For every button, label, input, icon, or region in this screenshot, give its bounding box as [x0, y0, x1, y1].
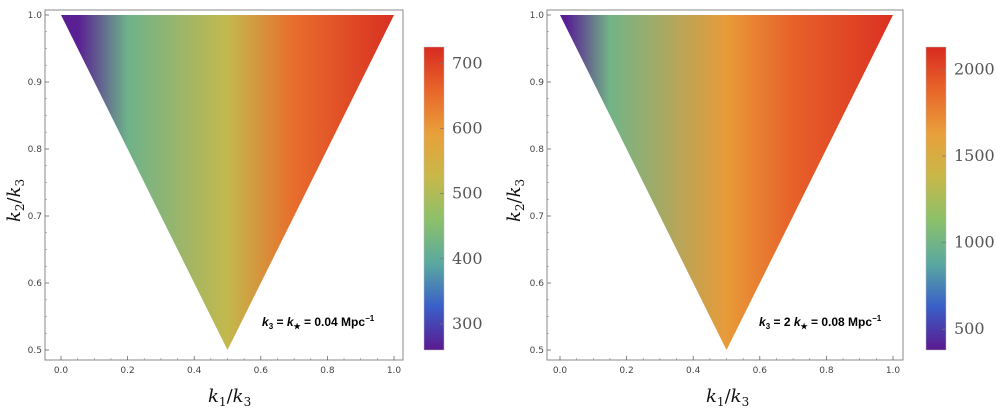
y-tick-label: 0.5 [28, 346, 42, 356]
y-ticks: 0.5 0.6 0.7 0.8 0.9 1.0 [530, 11, 551, 356]
heatmap-field [61, 15, 394, 350]
y-tick-label: 0.8 [530, 145, 545, 155]
colorbar-tick-label: 1000 [954, 233, 995, 252]
x-tick-label: 0.8 [819, 366, 834, 376]
x-ticks: 0.0 0.2 0.4 0.6 0.8 1.0 [553, 356, 901, 376]
heatmap-triangle [61, 15, 394, 350]
colorbar-ticks: 300 400 500 600 700 [440, 53, 483, 333]
y-ticks: 0.5 0.6 0.7 0.8 0.9 1.0 [28, 11, 49, 356]
y-tick-label: 0.8 [28, 145, 43, 155]
y-tick-label: 0.9 [28, 78, 43, 88]
y-tick-label: 1.0 [530, 11, 545, 21]
left-panel: 0.0 0.2 0.4 0.6 0.8 1.0 0.5 0.6 0.7 0.8 0.9 1.0 k1… [4, 9, 483, 409]
x-tick-label: 0.4 [187, 366, 202, 376]
y-axis-label: k2/k3 [504, 179, 527, 222]
colorbar-ticks: 500 1000 1500 2000 [942, 60, 995, 338]
colorbar-tick-label: 600 [452, 118, 483, 137]
x-tick-label: 0.6 [254, 366, 269, 376]
scale-annotation: k3 = 2 k★ = 0.08 Mpc−1 [759, 314, 882, 331]
heatmap-field [560, 15, 893, 350]
x-tick-label: 1.0 [387, 366, 402, 376]
x-axis-label: k1/k3 [208, 386, 251, 409]
x-tick-label: 0.8 [320, 366, 335, 376]
colorbar-frame [925, 46, 947, 351]
x-tick-label: 0.2 [619, 366, 633, 376]
y-tick-label: 0.5 [530, 346, 544, 356]
colorbar-gradient [926, 47, 946, 350]
y-tick-label: 0.6 [530, 279, 545, 289]
y-axis-label: k2/k3 [4, 179, 27, 222]
colorbar-gradient [424, 47, 444, 350]
plot-frame [546, 9, 904, 361]
x-tick-label: 0.2 [120, 366, 134, 376]
heatmap-triangle [560, 15, 893, 350]
colorbar: 500 1000 1500 2000 [925, 46, 995, 351]
x-axis-label: k1/k3 [706, 386, 749, 409]
colorbar-tick-label: 500 [452, 184, 483, 203]
x-tick-label: 1.0 [886, 366, 901, 376]
y-tick-label: 1.0 [28, 11, 43, 21]
colorbar-tick-label: 700 [452, 53, 483, 72]
colorbar-frame [423, 46, 445, 351]
plot-frame [44, 9, 404, 361]
colorbar-tick-label: 1500 [954, 146, 995, 165]
x-tick-label: 0.0 [54, 366, 69, 376]
colorbar: 300 400 500 600 700 [423, 46, 483, 351]
y-tick-label: 0.7 [28, 212, 42, 222]
colorbar-tick-label: 500 [954, 319, 985, 338]
colorbar-tick-label: 300 [452, 314, 483, 333]
x-tick-label: 0.6 [753, 366, 768, 376]
right-panel: 0.0 0.2 0.4 0.6 0.8 1.0 0.5 0.6 0.7 0.8 0.9 1.0 k1… [504, 9, 995, 409]
y-tick-label: 0.7 [530, 212, 544, 222]
y-tick-label: 0.6 [28, 279, 43, 289]
y-tick-label: 0.9 [530, 78, 545, 88]
scale-annotation: k3 = k★ = 0.04 Mpc−1 [262, 314, 375, 331]
colorbar-tick-label: 2000 [954, 60, 995, 79]
x-tick-label: 0.4 [686, 366, 701, 376]
x-tick-label: 0.0 [553, 366, 568, 376]
x-ticks: 0.0 0.2 0.4 0.6 0.8 1.0 [54, 356, 402, 376]
colorbar-tick-label: 400 [452, 249, 483, 268]
